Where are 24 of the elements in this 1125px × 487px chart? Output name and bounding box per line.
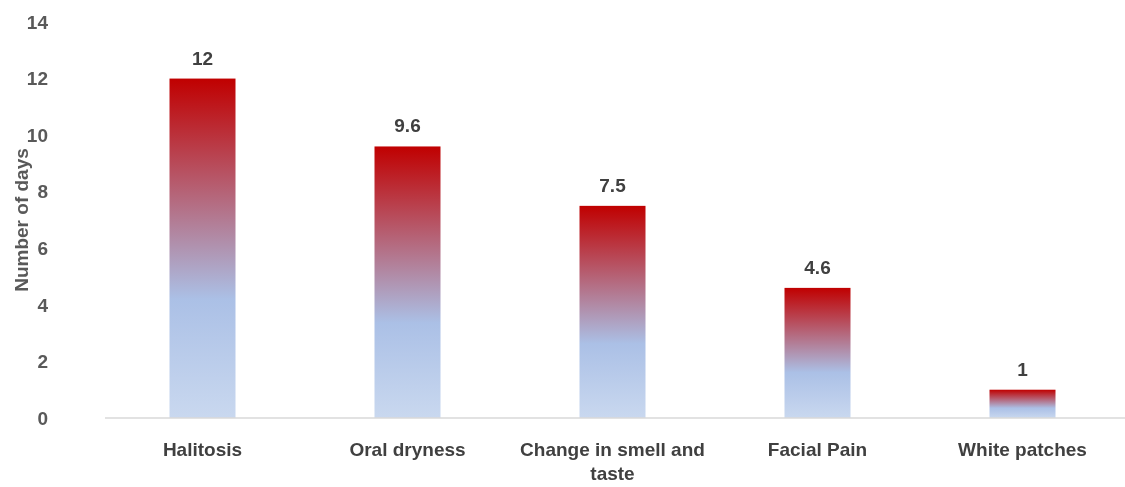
data-label: 9.6 <box>394 115 421 137</box>
x-tick-label: Oral dryness <box>349 439 466 460</box>
y-tick-label: 2 <box>37 351 48 373</box>
bar <box>784 287 851 418</box>
y-tick-label: 14 <box>26 11 49 33</box>
y-tick-label: 0 <box>37 407 48 429</box>
data-label: 12 <box>191 47 214 69</box>
data-label: 1 <box>1017 358 1029 380</box>
bar <box>579 205 646 418</box>
y-axis-title: Number of days <box>11 148 32 292</box>
data-label: 7.5 <box>599 174 627 196</box>
bar <box>989 389 1056 418</box>
bar <box>169 78 236 418</box>
x-tick-label: Change in smell and taste <box>520 439 705 484</box>
y-tick-label: 6 <box>37 237 48 259</box>
y-tick-label: 10 <box>26 124 48 146</box>
y-tick-label: 12 <box>26 68 48 90</box>
x-tick-label: Halitosis <box>162 439 243 460</box>
y-tick-label: 4 <box>37 294 49 316</box>
data-label: 4.6 <box>804 256 831 278</box>
bar <box>374 146 441 418</box>
x-tick-label: Facial Pain <box>767 439 868 460</box>
y-tick-label: 8 <box>37 181 48 203</box>
x-tick-label: White patches <box>958 439 1087 460</box>
